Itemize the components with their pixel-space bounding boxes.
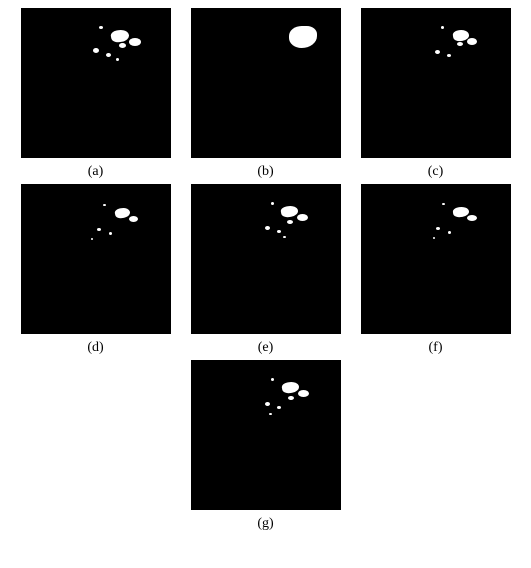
panel-b: (b): [191, 8, 341, 180]
figure-row-1: (a) (b) (c): [8, 8, 523, 180]
panel-g: (g): [191, 360, 341, 532]
panel-e-label: (e): [258, 340, 274, 356]
panel-e: (e): [191, 184, 341, 356]
panel-e-image: [191, 184, 341, 334]
panel-d-image: [21, 184, 171, 334]
figure-row-2: (d) (e) (f): [8, 184, 523, 356]
panel-f: (f): [361, 184, 511, 356]
panel-f-label: (f): [429, 340, 443, 356]
panel-a-image: [21, 8, 171, 158]
panel-a: (a): [21, 8, 171, 180]
panel-g-image: [191, 360, 341, 510]
panel-c-label: (c): [428, 164, 444, 180]
panel-b-image: [191, 8, 341, 158]
figure-row-3: (g): [8, 360, 523, 532]
panel-b-label: (b): [257, 164, 273, 180]
panel-c: (c): [361, 8, 511, 180]
panel-d: (d): [21, 184, 171, 356]
panel-d-label: (d): [87, 340, 103, 356]
figure-grid: (a) (b) (c): [8, 8, 523, 532]
panel-a-label: (a): [88, 164, 104, 180]
panel-g-label: (g): [257, 516, 273, 532]
panel-f-image: [361, 184, 511, 334]
panel-c-image: [361, 8, 511, 158]
